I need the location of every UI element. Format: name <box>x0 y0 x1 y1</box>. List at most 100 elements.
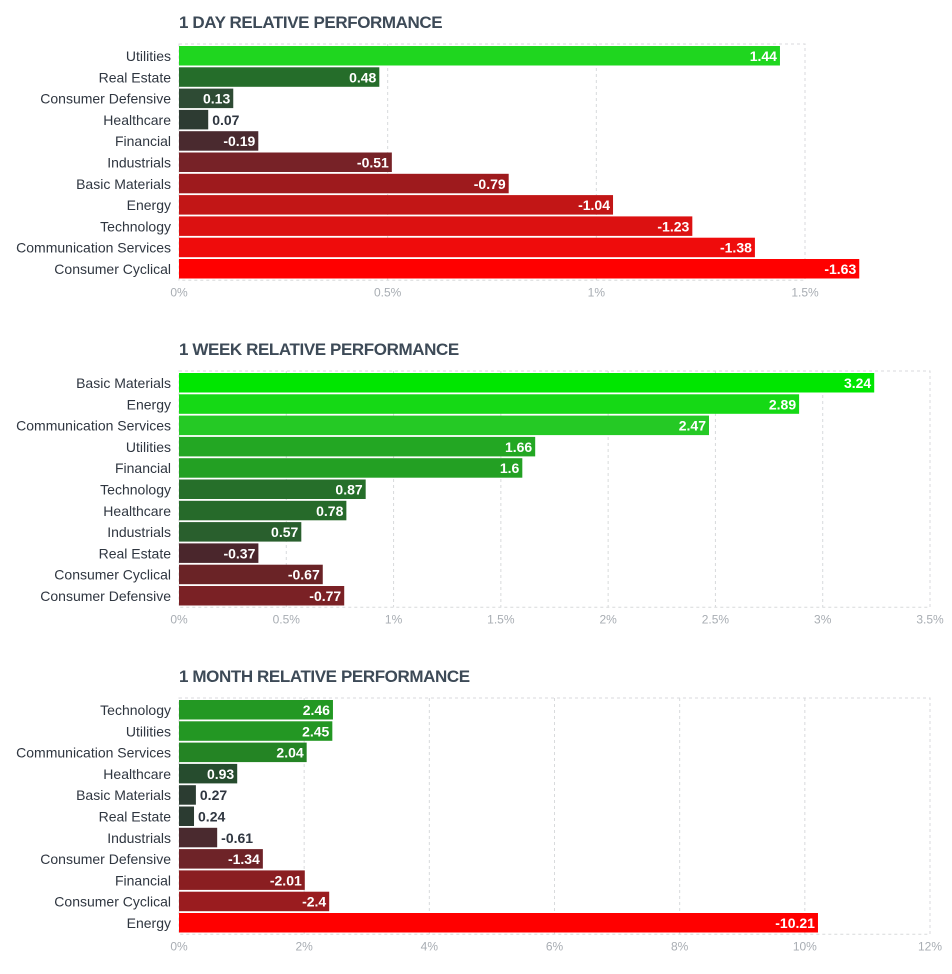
x-tick-label: 1% <box>385 612 403 626</box>
value-label: 2.89 <box>769 396 796 412</box>
category-label: Financial <box>115 133 171 149</box>
x-tick-label: 8% <box>671 939 689 953</box>
bar <box>179 721 333 741</box>
bar <box>179 173 509 194</box>
category-label: Technology <box>100 218 171 234</box>
value-label: 0.57 <box>271 524 298 540</box>
category-label: Energy <box>127 915 171 931</box>
bar <box>179 543 259 563</box>
value-label: -1.38 <box>720 240 752 256</box>
x-tick-label: 2% <box>295 939 313 953</box>
category-label: Communication Services <box>16 418 171 434</box>
bar <box>179 195 614 215</box>
value-label: 0.27 <box>200 787 227 803</box>
x-tick-label: 0% <box>170 939 188 953</box>
bar <box>179 88 234 109</box>
bar <box>179 785 196 805</box>
x-tick-label: 3% <box>814 612 832 626</box>
value-label: 0.78 <box>316 503 343 519</box>
value-label: -0.61 <box>221 830 253 846</box>
value-label: 0.93 <box>207 766 234 782</box>
bar <box>179 109 209 130</box>
bar <box>179 216 693 236</box>
x-tick-label: 0.5% <box>273 612 301 626</box>
value-label: 2.04 <box>276 745 303 761</box>
bar <box>179 458 523 478</box>
category-label: Consumer Defensive <box>40 91 171 107</box>
category-label: Real Estate <box>99 809 172 825</box>
category-label: Technology <box>100 482 171 498</box>
bar <box>179 436 536 457</box>
value-label: 0.48 <box>349 69 376 85</box>
bar <box>179 479 366 499</box>
value-label: 0.07 <box>212 112 239 128</box>
bar <box>179 870 305 890</box>
x-tick-label: 3.5% <box>916 612 944 626</box>
value-label: 2.47 <box>679 418 706 434</box>
bar <box>179 394 800 414</box>
value-label: -0.37 <box>223 545 255 561</box>
value-label: 1.66 <box>505 439 532 455</box>
x-tick-label: 1.5% <box>487 612 515 626</box>
bar <box>179 131 259 151</box>
x-tick-label: 1% <box>588 285 606 299</box>
value-label: 0.87 <box>335 482 362 498</box>
value-label: 1.44 <box>750 48 777 64</box>
value-label: 2.45 <box>302 723 329 739</box>
category-label: Communication Services <box>16 745 171 761</box>
bar <box>179 237 755 258</box>
category-label: Communication Services <box>16 240 171 256</box>
x-tick-label: 2% <box>599 612 617 626</box>
x-tick-label: 4% <box>421 939 439 953</box>
category-label: Utilities <box>126 439 171 455</box>
value-label: -1.34 <box>228 851 260 867</box>
category-label: Energy <box>127 197 171 213</box>
bar <box>179 700 333 720</box>
bar <box>179 46 780 66</box>
bar <box>179 891 330 912</box>
bar <box>179 564 323 585</box>
category-label: Consumer Cyclical <box>54 567 171 583</box>
category-label: Consumer Cyclical <box>54 894 171 910</box>
category-label: Technology <box>100 702 171 718</box>
x-tick-label: 1.5% <box>791 285 819 299</box>
category-label: Consumer Defensive <box>40 588 171 604</box>
category-label: Financial <box>115 872 171 888</box>
category-label: Real Estate <box>99 545 172 561</box>
x-tick-label: 0% <box>170 285 188 299</box>
value-label: -2.01 <box>270 872 302 888</box>
bar <box>179 67 380 87</box>
value-label: -0.19 <box>223 133 255 149</box>
category-label: Consumer Defensive <box>40 851 171 867</box>
value-label: -0.67 <box>288 567 320 583</box>
category-label: Healthcare <box>103 766 171 782</box>
category-label: Consumer Cyclical <box>54 261 171 277</box>
plot-area <box>178 43 806 281</box>
x-tick-label: 0.5% <box>374 285 402 299</box>
category-label: Financial <box>115 460 171 476</box>
value-label: -1.04 <box>578 197 610 213</box>
bar <box>179 742 307 763</box>
category-label: Real Estate <box>99 69 172 85</box>
bar <box>179 373 875 393</box>
category-label: Industrials <box>107 830 171 846</box>
chart-title: 1 MONTH RELATIVE PERFORMANCE <box>179 667 470 686</box>
bar <box>179 415 709 436</box>
week-performance-chart: 0% 0.5% 1% 1.5% 2% 2.5% 3% 3.5% Basic Materials 3… <box>16 370 944 626</box>
category-label: Industrials <box>107 524 171 540</box>
category-label: Healthcare <box>103 503 171 519</box>
value-label: -2.4 <box>302 894 326 910</box>
bar <box>179 259 860 279</box>
bar <box>179 522 302 542</box>
category-label: Utilities <box>126 723 171 739</box>
value-label: -1.63 <box>824 261 856 277</box>
month-performance-chart: 0% 2% 4% 6% 8% 10% 12% Technology 2.46 Utilities 2… <box>16 697 942 953</box>
category-label: Industrials <box>107 155 171 171</box>
x-tick-label: 2.5% <box>702 612 730 626</box>
category-label: Basic Materials <box>76 375 171 391</box>
bar <box>179 827 218 848</box>
x-tick-label: 12% <box>918 939 942 953</box>
value-label: -0.51 <box>357 155 389 171</box>
chart-title: 1 WEEK RELATIVE PERFORMANCE <box>179 340 459 359</box>
bar <box>179 152 392 172</box>
